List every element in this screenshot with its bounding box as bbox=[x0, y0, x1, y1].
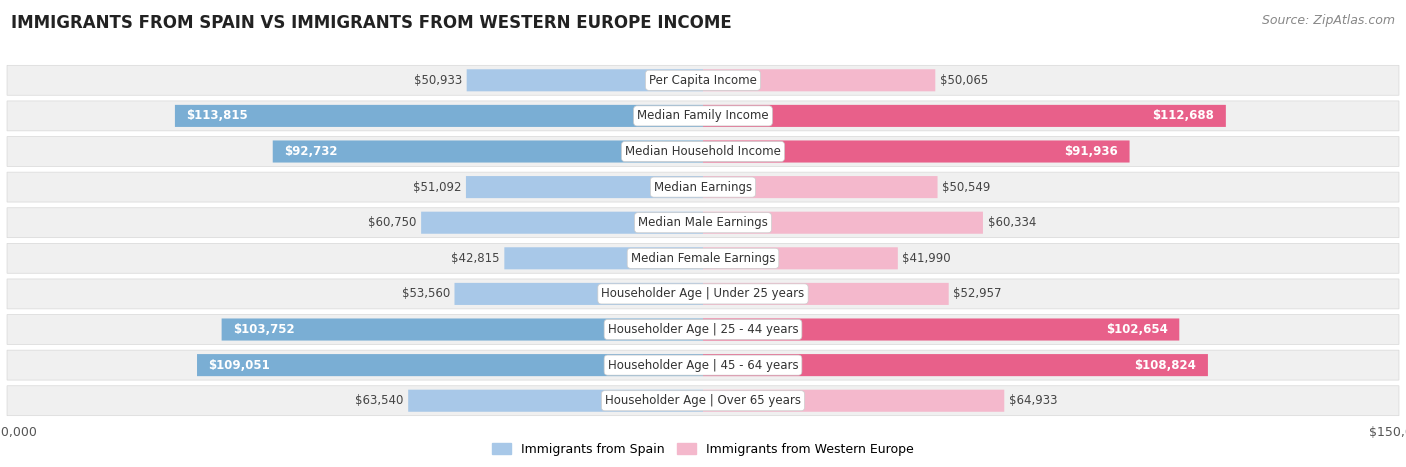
Text: $108,824: $108,824 bbox=[1135, 359, 1197, 372]
FancyBboxPatch shape bbox=[454, 283, 703, 305]
Text: $52,957: $52,957 bbox=[953, 287, 1002, 300]
FancyBboxPatch shape bbox=[7, 208, 1399, 238]
FancyBboxPatch shape bbox=[7, 65, 1399, 95]
FancyBboxPatch shape bbox=[222, 318, 703, 340]
Legend: Immigrants from Spain, Immigrants from Western Europe: Immigrants from Spain, Immigrants from W… bbox=[488, 438, 918, 461]
Text: $53,560: $53,560 bbox=[402, 287, 450, 300]
Text: $51,092: $51,092 bbox=[413, 181, 461, 194]
FancyBboxPatch shape bbox=[197, 354, 703, 376]
FancyBboxPatch shape bbox=[174, 105, 703, 127]
Text: $103,752: $103,752 bbox=[233, 323, 295, 336]
FancyBboxPatch shape bbox=[7, 136, 1399, 166]
FancyBboxPatch shape bbox=[7, 279, 1399, 309]
FancyBboxPatch shape bbox=[703, 141, 1129, 163]
Text: Householder Age | Under 25 years: Householder Age | Under 25 years bbox=[602, 287, 804, 300]
Text: $50,933: $50,933 bbox=[413, 74, 463, 87]
FancyBboxPatch shape bbox=[703, 318, 1180, 340]
Text: $50,549: $50,549 bbox=[942, 181, 991, 194]
FancyBboxPatch shape bbox=[7, 350, 1399, 380]
FancyBboxPatch shape bbox=[703, 354, 1208, 376]
Text: Source: ZipAtlas.com: Source: ZipAtlas.com bbox=[1261, 14, 1395, 27]
Text: $112,688: $112,688 bbox=[1153, 109, 1215, 122]
Text: Median Household Income: Median Household Income bbox=[626, 145, 780, 158]
FancyBboxPatch shape bbox=[703, 212, 983, 234]
FancyBboxPatch shape bbox=[422, 212, 703, 234]
FancyBboxPatch shape bbox=[703, 176, 938, 198]
FancyBboxPatch shape bbox=[703, 389, 1004, 412]
FancyBboxPatch shape bbox=[408, 389, 703, 412]
Text: $92,732: $92,732 bbox=[284, 145, 337, 158]
FancyBboxPatch shape bbox=[465, 176, 703, 198]
FancyBboxPatch shape bbox=[703, 283, 949, 305]
FancyBboxPatch shape bbox=[703, 105, 1226, 127]
FancyBboxPatch shape bbox=[505, 247, 703, 269]
FancyBboxPatch shape bbox=[273, 141, 703, 163]
Text: $109,051: $109,051 bbox=[208, 359, 270, 372]
Text: $42,815: $42,815 bbox=[451, 252, 499, 265]
Text: $102,654: $102,654 bbox=[1107, 323, 1168, 336]
Text: Median Male Earnings: Median Male Earnings bbox=[638, 216, 768, 229]
Text: $60,750: $60,750 bbox=[368, 216, 416, 229]
Text: $41,990: $41,990 bbox=[903, 252, 950, 265]
Text: $64,933: $64,933 bbox=[1010, 394, 1057, 407]
Text: Per Capita Income: Per Capita Income bbox=[650, 74, 756, 87]
Text: $50,065: $50,065 bbox=[941, 74, 988, 87]
Text: $113,815: $113,815 bbox=[187, 109, 249, 122]
Text: Householder Age | 25 - 44 years: Householder Age | 25 - 44 years bbox=[607, 323, 799, 336]
Text: Median Family Income: Median Family Income bbox=[637, 109, 769, 122]
FancyBboxPatch shape bbox=[467, 69, 703, 92]
Text: Median Earnings: Median Earnings bbox=[654, 181, 752, 194]
Text: Householder Age | Over 65 years: Householder Age | Over 65 years bbox=[605, 394, 801, 407]
FancyBboxPatch shape bbox=[7, 315, 1399, 345]
Text: Median Female Earnings: Median Female Earnings bbox=[631, 252, 775, 265]
FancyBboxPatch shape bbox=[7, 386, 1399, 416]
Text: $63,540: $63,540 bbox=[356, 394, 404, 407]
FancyBboxPatch shape bbox=[7, 243, 1399, 273]
Text: $91,936: $91,936 bbox=[1064, 145, 1118, 158]
Text: $60,334: $60,334 bbox=[987, 216, 1036, 229]
Text: IMMIGRANTS FROM SPAIN VS IMMIGRANTS FROM WESTERN EUROPE INCOME: IMMIGRANTS FROM SPAIN VS IMMIGRANTS FROM… bbox=[11, 14, 733, 32]
FancyBboxPatch shape bbox=[703, 69, 935, 92]
FancyBboxPatch shape bbox=[7, 172, 1399, 202]
FancyBboxPatch shape bbox=[703, 247, 898, 269]
FancyBboxPatch shape bbox=[7, 101, 1399, 131]
Text: Householder Age | 45 - 64 years: Householder Age | 45 - 64 years bbox=[607, 359, 799, 372]
